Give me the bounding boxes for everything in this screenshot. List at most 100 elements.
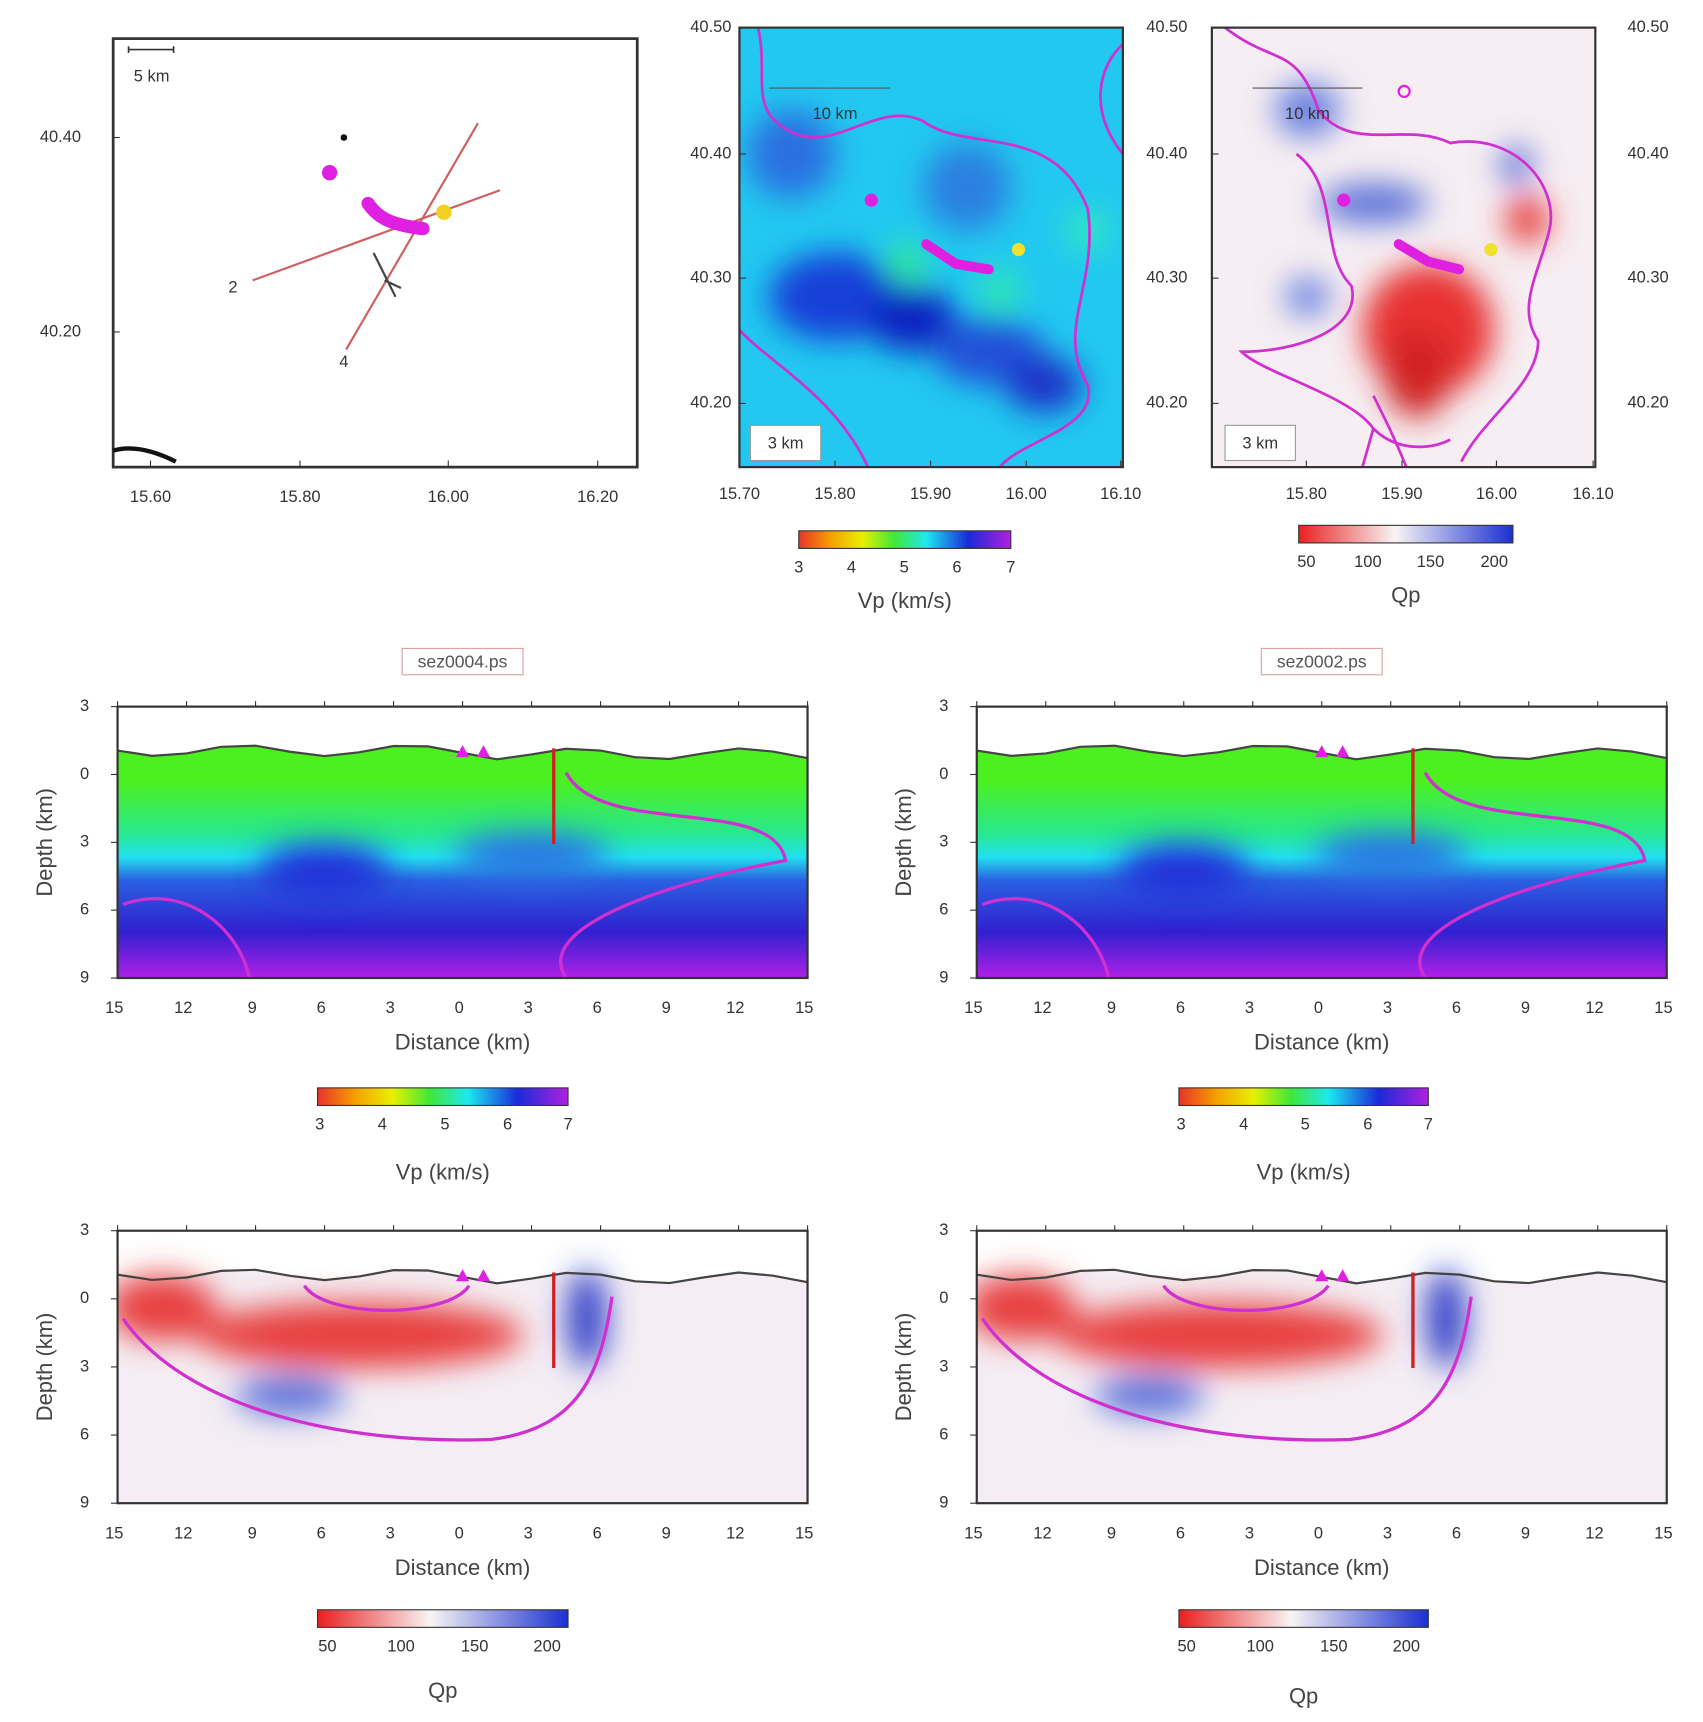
y-tick-label: 6 [939,901,948,919]
y-tick-label: 40.50 [1627,18,1668,36]
colorbar-tick-label: 7 [1424,1116,1433,1134]
scale-label: 5 km [134,67,170,85]
y-tick-label: 40.50 [690,18,731,36]
x-tick-label: 15.90 [1381,485,1422,503]
x-tick-label: 0 [1314,1524,1323,1542]
x-tick-label: 15 [1654,999,1672,1017]
y-tick-label: 3 [80,697,89,715]
x-tick-label: 16.00 [428,488,469,506]
section-field [117,1268,808,1504]
colorbar-label: Qp [1391,583,1420,608]
y-tick-label: 0 [939,765,948,783]
anomalies [1117,832,1468,899]
colorbar [1298,524,1514,544]
q-field [117,1269,808,1504]
x-axis-label: Distance (km) [1254,1030,1390,1055]
colorbar-label: Vp (km/s) [858,588,952,613]
y-tick-label: 0 [80,1289,89,1307]
q-field [976,1269,1667,1504]
vp-map-field [739,27,1123,468]
y-tick-label: 3 [939,697,948,715]
map-markers [864,84,1498,275]
y-tick-label: 9 [80,968,89,986]
x-tick-label: 3 [524,1524,533,1542]
x-tick-label: 6 [1176,1524,1185,1542]
colorbar-tick-label: 5 [900,559,909,577]
colorbar-tick-label: 50 [318,1637,336,1655]
anomaly [194,1302,524,1369]
y-tick-label: 3 [939,1221,948,1239]
x-tick-label: 6 [317,999,326,1017]
section-layer [117,1268,808,1504]
station-markers [1315,745,1350,758]
y-tick-label: 40.50 [1146,18,1187,36]
y-tick-label: 0 [939,1289,948,1307]
y-tick-label: 40.30 [1627,268,1668,286]
scale-label: 10 km [813,105,858,123]
x-axis-label: Distance (km) [395,1030,531,1055]
x-tick-label: 12 [174,999,192,1017]
colorbar-tick-label: 150 [1417,553,1444,571]
colorbar-tick-label: 3 [315,1116,324,1134]
x-tick-label: 15 [105,1524,123,1542]
anomaly [976,1274,1076,1341]
depth-box [1224,424,1296,462]
y-tick-label: 3 [80,1357,89,1375]
y-tick-label: 40.20 [1146,394,1187,412]
x-tick-label: 9 [662,1524,671,1542]
station-markers [455,1269,491,1282]
section-layer [976,744,1667,979]
x-tick-label: 15.60 [130,488,171,506]
colorbar [798,530,1012,549]
colorbar-label: Qp [1289,1683,1318,1708]
colorbar-tick-label: 50 [1177,1637,1195,1655]
y-axis-label: Depth (km) [891,788,916,897]
y-tick-label: 40.40 [1146,144,1187,162]
anomalies [117,1269,607,1416]
x-tick-label: 0 [455,999,464,1017]
x-tick-label: 3 [386,1524,395,1542]
anomaly [566,1269,607,1369]
x-tick-label: 9 [248,1524,257,1542]
title-box [401,647,524,676]
x-tick-label: 9 [1521,999,1530,1017]
x-tick-label: 6 [1452,1524,1461,1542]
x-tick-label: 0 [1314,999,1323,1017]
x-tick-label: 16.10 [1100,485,1141,503]
profile-label: 2 [228,278,237,296]
colorbar-tick-label: 150 [461,1637,488,1655]
x-tick-label: 15.70 [719,485,760,503]
colorbar-tick-label: 100 [1354,553,1381,571]
colorbar-label: Vp (km/s) [396,1159,490,1184]
depth-label: 3 km [768,434,804,452]
x-tick-label: 15 [795,1524,813,1542]
colorbar-tick-label: 150 [1320,1637,1347,1655]
y-tick-label: 0 [80,765,89,783]
x-tick-label: 12 [1033,999,1051,1017]
y-tick-label: 6 [80,901,89,919]
contour [121,1284,614,1442]
x-tick-label: 15 [795,999,813,1017]
section-layer [976,1268,1667,1504]
x-tick-label: 15 [1654,1524,1672,1542]
colorbar [1178,1609,1429,1628]
colorbar-label: Qp [428,1678,457,1703]
anomaly [1053,1302,1384,1369]
map-frame [1210,26,1597,469]
x-tick-label: 6 [593,999,602,1017]
y-tick-label: 40.30 [1146,268,1187,286]
y-tick-label: 3 [80,833,89,851]
anomaly [258,843,391,899]
x-tick-label: 12 [1585,1524,1603,1542]
anomaly [117,1274,217,1341]
x-tick-label: 16.20 [577,488,618,506]
x-tick-label: 6 [1452,999,1461,1017]
x-tick-label: 16.00 [1006,485,1047,503]
colorbar [316,1087,569,1107]
y-tick-label: 40.20 [1627,394,1668,412]
station-markers [455,745,491,758]
x-tick-label: 9 [1107,999,1116,1017]
x-tick-label: 15 [105,999,123,1017]
x-tick-label: 6 [593,1524,602,1542]
colorbar [316,1609,569,1628]
